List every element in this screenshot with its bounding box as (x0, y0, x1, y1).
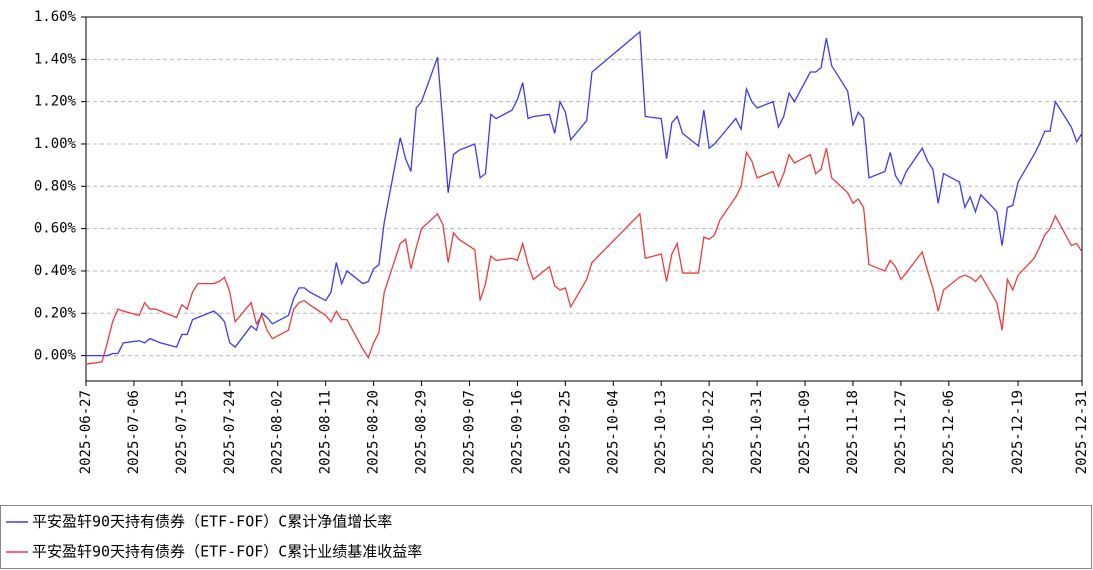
x-tick-label: 2025-10-04 (605, 390, 621, 474)
y-tick-label: 1.20% (34, 94, 77, 110)
x-tick-label: 2025-08-29 (414, 390, 430, 474)
series-line (85, 148, 1083, 365)
y-tick-label: 0.60% (34, 221, 77, 237)
x-tick-label: 2025-08-11 (318, 390, 334, 474)
x-tick-label: 2025-12-06 (941, 390, 957, 474)
y-tick-label: 0.40% (34, 263, 77, 279)
x-tick-label: 2025-07-06 (126, 390, 142, 474)
x-tick-label: 2025-07-24 (222, 390, 238, 474)
x-tick-label: 2025-08-20 (366, 390, 382, 474)
legend-label: 平安盈轩90天持有债券（ETF-FOF）C累计业绩基准收益率 (32, 543, 422, 561)
x-tick-label: 2025-11-18 (845, 390, 861, 474)
x-tick-label: 2025-09-07 (461, 390, 477, 474)
y-tick-label: 0.20% (34, 305, 77, 321)
x-tick-label: 2025-08-02 (270, 390, 286, 474)
x-tick-label: 2025-09-16 (509, 390, 525, 474)
y-tick-label: 1.60% (34, 9, 77, 25)
x-tick-label: 2025-12-19 (1010, 390, 1026, 474)
x-tick-label: 2025-11-09 (797, 390, 813, 474)
legend-box (0, 505, 1092, 569)
y-tick-label: 0.80% (34, 178, 77, 194)
x-tick-label: 2025-12-31 (1074, 390, 1090, 474)
series-line (86, 30, 1083, 357)
y-tick-label: 0.00% (34, 348, 77, 364)
plot-frame (85, 16, 1083, 382)
x-tick-label: 2025-10-31 (749, 390, 765, 474)
x-tick-label: 2025-10-22 (701, 390, 717, 474)
x-tick-label: 2025-11-27 (893, 390, 909, 474)
x-tick-label: 2025-07-15 (174, 390, 190, 474)
x-tick-label: 2025-09-25 (557, 390, 573, 474)
x-tick-label: 2025-06-27 (78, 390, 94, 474)
y-tick-label: 1.40% (34, 51, 77, 67)
x-tick-label: 2025-10-13 (653, 390, 669, 474)
y-tick-label: 1.00% (34, 136, 77, 152)
legend-label: 平安盈轩90天持有债券（ETF-FOF）C累计净值增长率 (32, 513, 392, 531)
